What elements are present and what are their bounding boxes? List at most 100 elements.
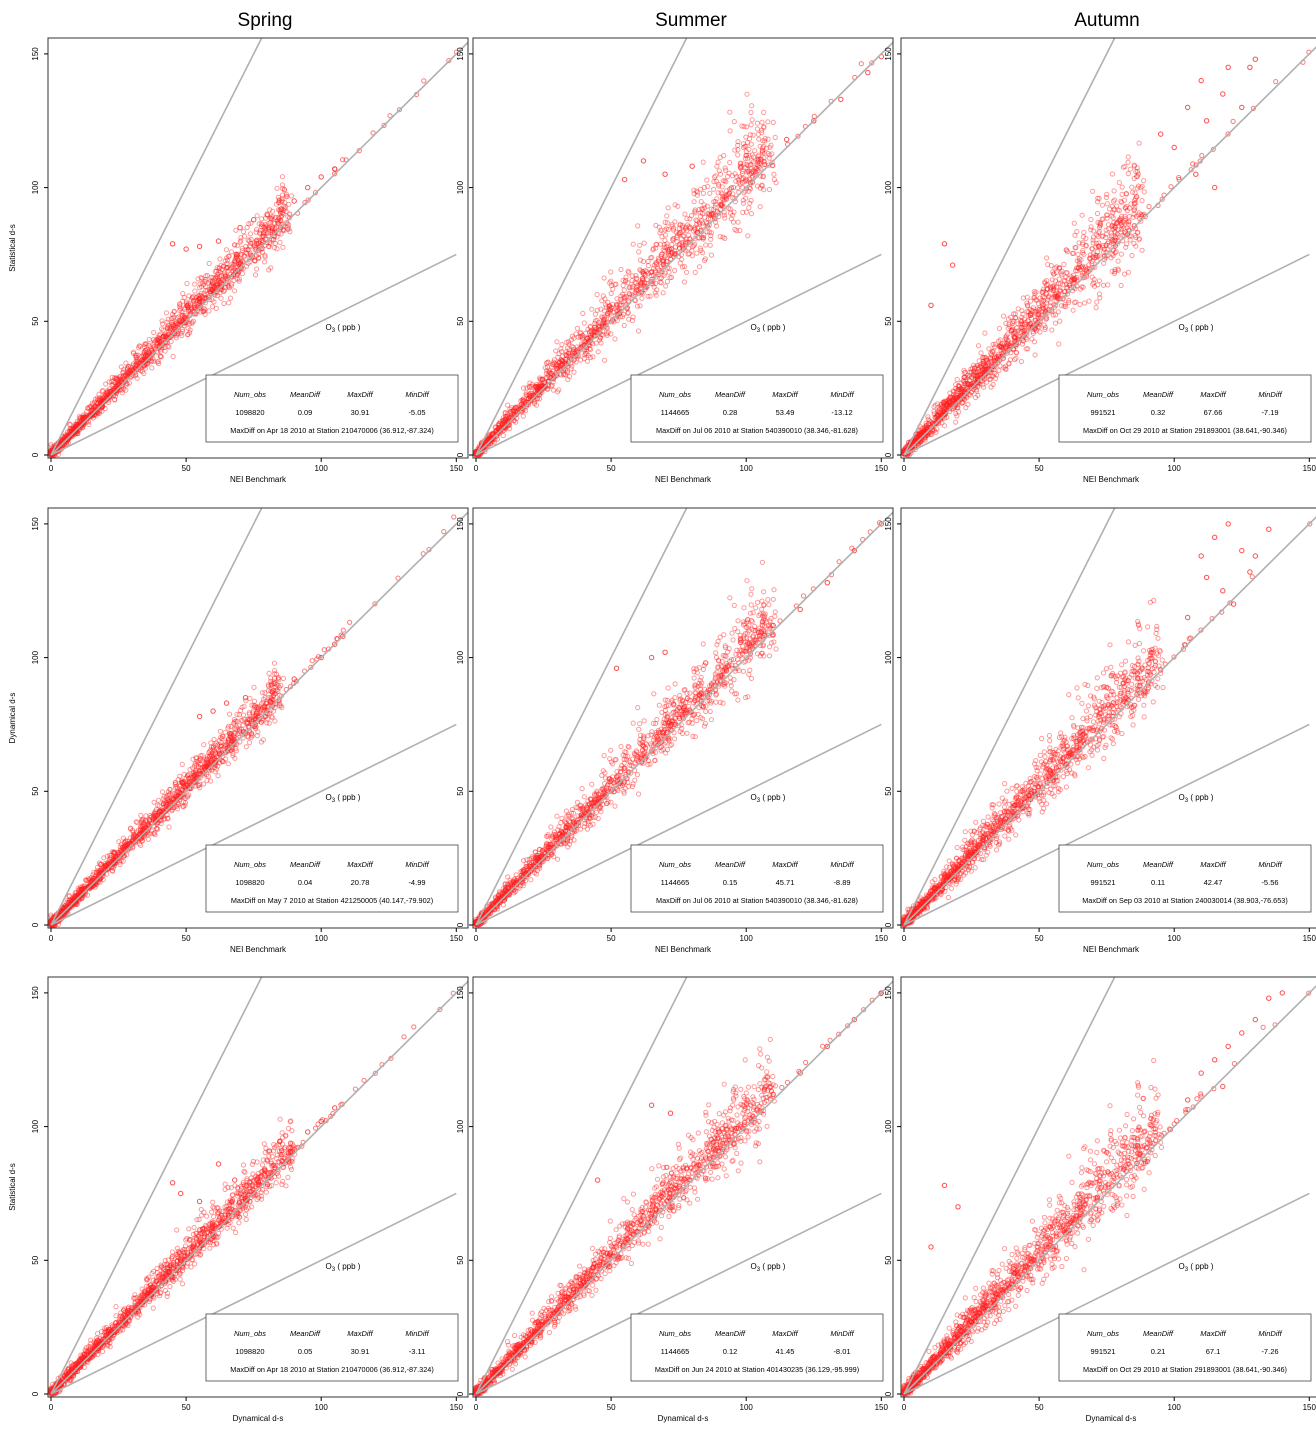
y-tick-label: 0 xyxy=(31,452,40,457)
data-point xyxy=(1106,283,1110,287)
data-point xyxy=(1095,211,1099,215)
stats-header: MinDiff xyxy=(830,390,854,399)
data-point xyxy=(701,160,705,164)
data-point xyxy=(219,296,223,300)
data-point xyxy=(979,351,983,355)
data-point xyxy=(171,354,175,358)
data-point xyxy=(1200,154,1204,158)
outlier-point xyxy=(1186,105,1190,109)
outlier-point xyxy=(1213,185,1217,189)
stats-value: 30.91 xyxy=(351,408,370,417)
data-point xyxy=(275,247,279,251)
data-point xyxy=(638,243,642,247)
outlier-point xyxy=(184,247,188,251)
outlier-point xyxy=(663,172,667,176)
data-point xyxy=(646,259,650,263)
outlier-point xyxy=(1159,132,1163,136)
data-point xyxy=(642,241,646,245)
data-point xyxy=(596,350,600,354)
data-point xyxy=(715,224,719,228)
data-point xyxy=(1104,195,1108,199)
outlier-point xyxy=(292,199,296,203)
outlier-point xyxy=(306,185,310,189)
data-point xyxy=(289,194,293,198)
pollutant-annotation: O3 ( ppb ) xyxy=(751,323,786,334)
data-point xyxy=(104,382,108,386)
data-point xyxy=(1095,300,1099,304)
data-point xyxy=(152,330,156,334)
data-point xyxy=(156,798,160,802)
data-point xyxy=(665,214,669,218)
data-point xyxy=(1058,319,1062,323)
data-point xyxy=(234,228,238,232)
data-point xyxy=(708,191,712,195)
data-point xyxy=(280,175,284,179)
data-point xyxy=(1110,172,1114,176)
data-point xyxy=(762,110,766,114)
x-axis-label: NEI Benchmark xyxy=(230,475,287,484)
data-point xyxy=(1062,262,1066,266)
stats-header: MeanDiff xyxy=(715,390,746,399)
stats-header: MeanDiff xyxy=(1143,390,1174,399)
data-point xyxy=(1140,248,1144,252)
data-point xyxy=(255,227,259,231)
data-point xyxy=(732,120,736,124)
x-tick-label: 150 xyxy=(450,464,464,473)
data-point xyxy=(210,305,214,309)
data-point xyxy=(1045,256,1049,260)
x-tick-label: 50 xyxy=(182,464,191,473)
stats-box: Num_obs1144665MeanDiff0.28MaxDiff53.49Mi… xyxy=(631,375,883,442)
data-point xyxy=(1120,192,1124,196)
data-point xyxy=(766,120,770,124)
data-point xyxy=(1116,259,1120,263)
data-point xyxy=(750,104,754,108)
data-point xyxy=(1130,185,1134,189)
outlier-point xyxy=(641,159,645,163)
data-point xyxy=(253,273,257,277)
data-point xyxy=(1274,80,1278,84)
x-tick-label: 100 xyxy=(740,464,754,473)
data-point xyxy=(1112,189,1116,193)
data-point xyxy=(119,365,123,369)
stats-value: 0.28 xyxy=(723,408,738,417)
x-tick-label: 100 xyxy=(315,464,329,473)
data-point xyxy=(987,347,991,351)
data-point xyxy=(1119,283,1123,287)
stats-value: 1098820 xyxy=(235,408,264,417)
data-point xyxy=(222,301,226,305)
data-point xyxy=(722,213,726,217)
data-point xyxy=(272,661,276,665)
stats-box: Num_obs1098820MeanDiff0.09MaxDiff30.91Mi… xyxy=(206,375,458,442)
data-point xyxy=(1117,181,1121,185)
stats-header: MaxDiff xyxy=(1200,390,1226,399)
data-point xyxy=(139,813,143,817)
data-point xyxy=(749,110,753,114)
x-axis-label: NEI Benchmark xyxy=(655,475,712,484)
outlier-point xyxy=(1199,78,1203,82)
data-point xyxy=(1147,205,1151,209)
data-point xyxy=(1087,299,1091,303)
data-point xyxy=(202,743,206,747)
data-point xyxy=(1140,199,1144,203)
data-point xyxy=(771,120,775,124)
data-point xyxy=(636,224,640,228)
data-point xyxy=(224,248,228,252)
data-point xyxy=(637,250,641,254)
data-point xyxy=(746,140,750,144)
data-point xyxy=(708,243,712,247)
data-point xyxy=(622,288,626,292)
data-point xyxy=(716,160,720,164)
stats-header: MeanDiff xyxy=(290,390,321,399)
stats-header: Num_obs xyxy=(234,390,266,399)
data-point xyxy=(574,332,578,336)
outlier-point xyxy=(950,263,954,267)
data-point xyxy=(976,344,980,348)
data-point xyxy=(602,276,606,280)
data-point xyxy=(281,245,285,249)
stats-value: 0.32 xyxy=(1151,408,1166,417)
data-point xyxy=(1102,261,1106,265)
data-point xyxy=(1126,172,1130,176)
data-point xyxy=(252,685,256,689)
data-point xyxy=(559,347,563,351)
data-point xyxy=(228,296,232,300)
